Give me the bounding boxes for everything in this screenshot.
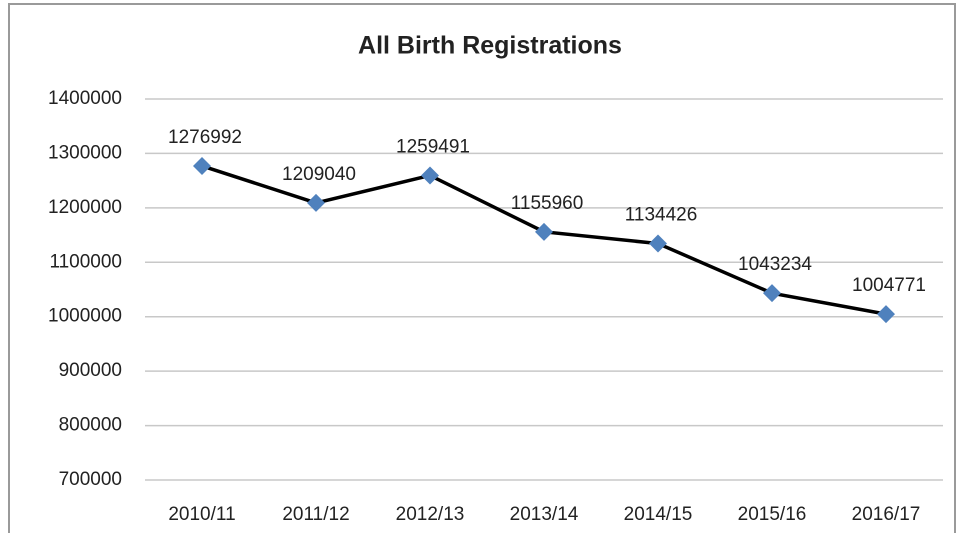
y-tick-label: 1000000: [48, 306, 122, 327]
y-tick-label: 800000: [59, 415, 122, 436]
y-tick-label: 1300000: [48, 142, 122, 163]
y-tick-label: 1200000: [48, 197, 122, 218]
chart-title: All Birth Registrations: [358, 32, 622, 60]
x-tick-label: 2011/12: [282, 504, 349, 525]
y-tick-label: 900000: [59, 360, 122, 381]
data-label: 1259491: [396, 136, 470, 157]
data-label: 1043234: [738, 254, 812, 275]
x-tick-label: 2014/15: [624, 504, 693, 525]
y-tick-label: 700000: [59, 469, 122, 490]
data-label: 1155960: [511, 193, 584, 214]
x-tick-label: 2016/17: [852, 504, 921, 525]
chart-frame: [8, 3, 956, 533]
data-marker: [763, 284, 781, 303]
data-marker: [421, 166, 439, 185]
x-tick-label: 2015/16: [738, 504, 807, 525]
y-tick-label: 1400000: [48, 88, 122, 109]
data-marker: [193, 156, 211, 175]
y-tick-label: 1100000: [49, 251, 122, 272]
data-label: 1276992: [168, 127, 242, 148]
data-marker: [307, 193, 325, 212]
x-tick-label: 2010/11: [168, 504, 235, 525]
data-marker: [649, 234, 667, 253]
x-tick-label: 2012/13: [396, 504, 465, 525]
data-label: 1004771: [852, 275, 926, 296]
data-marker: [877, 305, 895, 324]
data-label: 1209040: [282, 164, 356, 185]
data-label: 1134426: [625, 205, 698, 226]
x-tick-label: 2013/14: [510, 504, 579, 525]
data-marker: [535, 222, 553, 241]
